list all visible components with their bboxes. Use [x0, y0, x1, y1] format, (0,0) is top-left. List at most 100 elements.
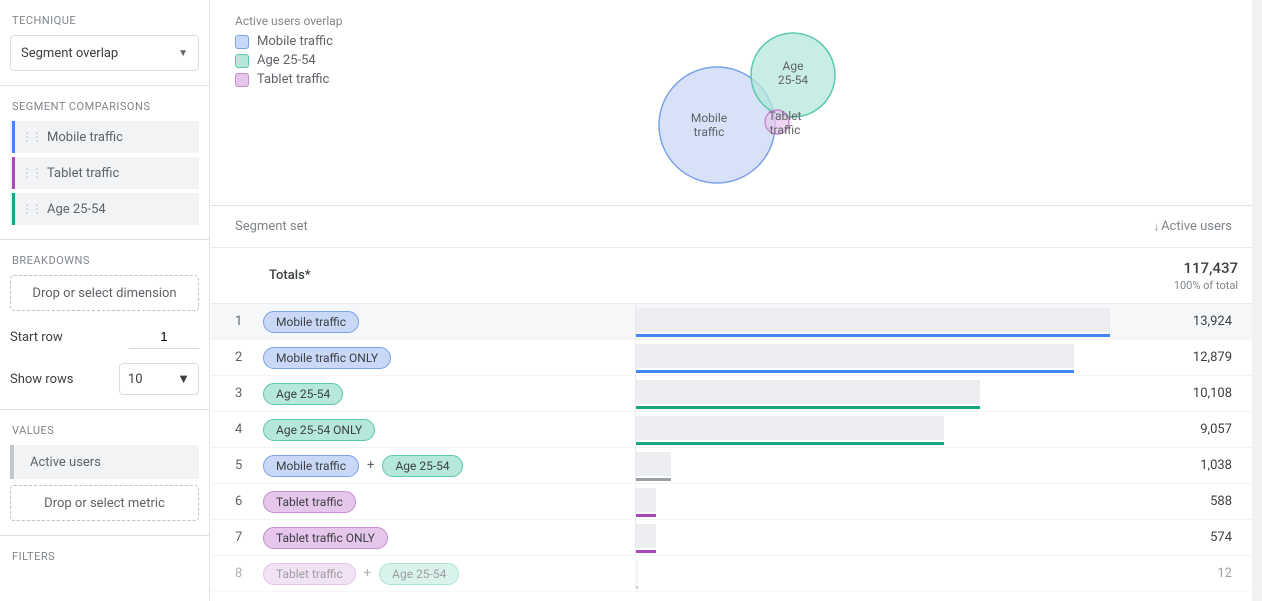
segment-pill[interactable]: Age 25-54 [382, 455, 462, 477]
table-header-row: Segment set ↓Active users [211, 206, 1262, 248]
table-row[interactable]: 4Age 25-54 ONLY 9,057 [211, 412, 1262, 448]
row-index: 8 [235, 566, 263, 581]
row-value: 1,038 [1148, 458, 1238, 473]
values-drop-target[interactable]: Drop or select metric [10, 485, 199, 521]
row-index: 3 [235, 386, 263, 401]
bar-underline [636, 442, 944, 445]
row-value: 588 [1148, 494, 1238, 509]
row-segment-set: Mobile traffic ONLY [263, 347, 635, 369]
table-row[interactable]: 6Tablet traffic588 [211, 484, 1262, 520]
segcomp-section-label: SEGMENT COMPARISONS [12, 100, 199, 113]
row-segment-set: Age 25-54 ONLY [263, 419, 635, 441]
venn-circle-label: 25-54 [777, 73, 808, 87]
technique-select[interactable]: Segment overlap ▼ [10, 35, 199, 71]
bar-background [636, 308, 1110, 332]
col-header-active-users[interactable]: ↓Active users [635, 219, 1238, 234]
segment-comparison-item[interactable]: ⋮⋮Mobile traffic [10, 121, 199, 153]
start-row-input[interactable] [129, 325, 199, 349]
segment-label: Tablet traffic [47, 166, 119, 181]
segment-pill[interactable]: Mobile traffic [263, 311, 359, 333]
bar-underline [636, 478, 671, 481]
scrollbar[interactable] [1252, 0, 1262, 601]
row-index: 2 [235, 350, 263, 365]
row-bar-cell [635, 376, 1148, 411]
totals-percent: 100% of total [635, 279, 1238, 292]
venn-diagram-area: Active users overlap Mobile traffic Age 2… [211, 0, 1262, 206]
legend-label: Tablet traffic [257, 72, 329, 87]
bar-background [636, 560, 638, 584]
row-bar-cell [635, 448, 1148, 483]
legend-item: Mobile traffic [235, 34, 343, 49]
divider [0, 239, 209, 240]
segment-pill[interactable]: Age 25-54 [379, 563, 459, 585]
segment-color-bar [12, 121, 15, 153]
row-segment-set: Mobile traffic [263, 311, 635, 333]
values-metric-label: Active users [30, 455, 101, 470]
venn-diagram: MobiletrafficAge25-54Tablettraffic [527, 0, 947, 200]
main-panel: Active users overlap Mobile traffic Age 2… [210, 0, 1262, 601]
venn-circle-label: traffic [693, 125, 724, 139]
config-sidebar: TECHNIQUE Segment overlap ▼ SEGMENT COMP… [0, 0, 210, 601]
row-bar-cell [635, 556, 1148, 591]
row-bar-cell [635, 484, 1148, 519]
legend-swatch [235, 73, 249, 87]
row-segment-set: Tablet traffic + Age 25-54 [263, 563, 635, 585]
bar-background [636, 344, 1074, 368]
segment-pill[interactable]: Mobile traffic ONLY [263, 347, 391, 369]
show-rows-select[interactable]: 10 ▼ [119, 363, 199, 395]
row-bar-cell [635, 340, 1148, 375]
row-value: 10,108 [1148, 386, 1238, 401]
row-value: 9,057 [1148, 422, 1238, 437]
segment-pill[interactable]: Mobile traffic [263, 455, 359, 477]
row-index: 5 [235, 458, 263, 473]
legend-label: Age 25-54 [257, 53, 316, 68]
col-header-segment-set[interactable]: Segment set [235, 219, 635, 234]
start-row-label: Start row [10, 330, 63, 345]
breakdowns-placeholder: Drop or select dimension [32, 286, 176, 301]
row-value: 13,924 [1148, 314, 1238, 329]
legend-item: Tablet traffic [235, 72, 343, 87]
show-rows-label: Show rows [10, 372, 73, 387]
bar-background [636, 452, 671, 476]
table-row[interactable]: 7Tablet traffic ONLY 574 [211, 520, 1262, 556]
bar-underline [636, 370, 1074, 373]
legend-item: Age 25-54 [235, 53, 343, 68]
show-rows-value: 10 [128, 372, 143, 387]
segment-pill[interactable]: Tablet traffic ONLY [263, 527, 388, 549]
legend-title: Active users overlap [235, 14, 343, 28]
values-metric-item[interactable]: Active users [10, 445, 199, 479]
totals-label: Totals* [235, 268, 635, 283]
bar-background [636, 488, 656, 512]
sort-descending-icon: ↓ [1154, 220, 1160, 233]
drag-handle-icon: ⋮⋮ [21, 130, 41, 144]
technique-section-label: TECHNIQUE [12, 14, 199, 27]
segment-comparison-item[interactable]: ⋮⋮Age 25-54 [10, 193, 199, 225]
table-row[interactable]: 5Mobile traffic + Age 25-54 1,038 [211, 448, 1262, 484]
row-index: 7 [235, 530, 263, 545]
row-bar-cell [635, 412, 1148, 447]
segment-table: Segment set ↓Active users Totals* 117,43… [211, 206, 1262, 601]
table-row[interactable]: 1Mobile traffic 13,924 [211, 304, 1262, 340]
table-row[interactable]: 8Tablet traffic + Age 25-54 12 [211, 556, 1262, 592]
row-index: 4 [235, 422, 263, 437]
filters-section-label: FILTERS [12, 550, 199, 563]
plus-separator: + [364, 566, 371, 581]
segment-pill[interactable]: Age 25-54 [263, 383, 343, 405]
venn-circle-label: Mobile [690, 111, 726, 125]
segment-pill[interactable]: Tablet traffic [263, 563, 356, 585]
row-bar-cell [635, 304, 1148, 339]
segment-pill[interactable]: Age 25-54 ONLY [263, 419, 375, 441]
technique-value: Segment overlap [21, 46, 118, 61]
segment-color-bar [12, 193, 15, 225]
segment-pill[interactable]: Tablet traffic [263, 491, 356, 513]
table-row[interactable]: 3Age 25-54 10,108 [211, 376, 1262, 412]
row-value: 12 [1148, 566, 1238, 581]
plus-separator: + [367, 458, 374, 473]
row-index: 1 [235, 314, 263, 329]
table-row[interactable]: 2Mobile traffic ONLY12,879 [211, 340, 1262, 376]
row-segment-set: Tablet traffic [263, 491, 635, 513]
breakdowns-drop-target[interactable]: Drop or select dimension [10, 275, 199, 311]
segment-comparison-item[interactable]: ⋮⋮Tablet traffic [10, 157, 199, 189]
segment-label: Age 25-54 [47, 202, 106, 217]
row-value: 574 [1148, 530, 1238, 545]
